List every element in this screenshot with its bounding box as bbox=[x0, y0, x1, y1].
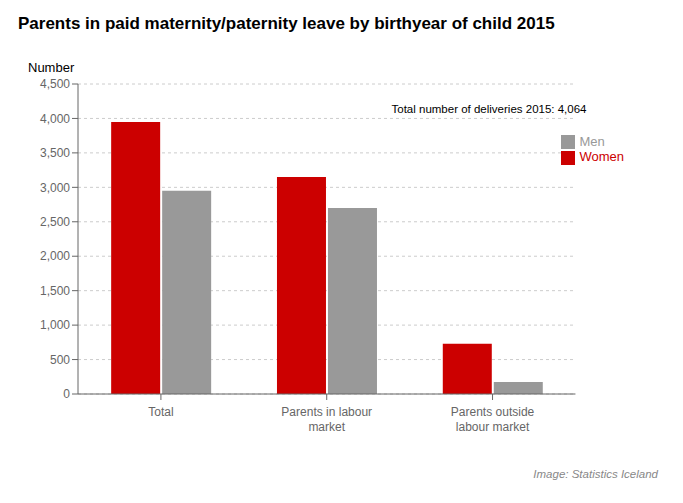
svg-text:1,000: 1,000 bbox=[40, 318, 70, 332]
svg-text:Parents in labourmarket: Parents in labourmarket bbox=[281, 405, 372, 434]
html-text:Men: Men bbox=[579, 133, 605, 149]
svg-text:4,500: 4,500 bbox=[40, 77, 70, 91]
html-text:Women: Women bbox=[579, 149, 624, 165]
html-text:Number: Number bbox=[28, 60, 75, 75]
html-text:Parents in paid maternity/pate: Parents in paid maternity/paternity leav… bbox=[18, 14, 555, 33]
svg-text:3,500: 3,500 bbox=[40, 146, 70, 160]
svg-text:2,000: 2,000 bbox=[40, 249, 70, 263]
svg-text:Total: Total bbox=[148, 405, 173, 419]
svg-text:500: 500 bbox=[50, 353, 70, 367]
svg-text:Parents outsidelabour market: Parents outsidelabour market bbox=[451, 405, 535, 434]
svg-text:2,500: 2,500 bbox=[40, 215, 70, 229]
svg-text:1,500: 1,500 bbox=[40, 284, 70, 298]
svg-text:3,000: 3,000 bbox=[40, 181, 70, 195]
svg-text:0: 0 bbox=[63, 387, 70, 401]
svg-text:4,000: 4,000 bbox=[40, 112, 70, 126]
html-text:Image: Statistics Iceland: Image: Statistics Iceland bbox=[533, 468, 658, 480]
html-text:Total number of deliveries 201: Total number of deliveries 2015: 4,064 bbox=[391, 102, 587, 115]
